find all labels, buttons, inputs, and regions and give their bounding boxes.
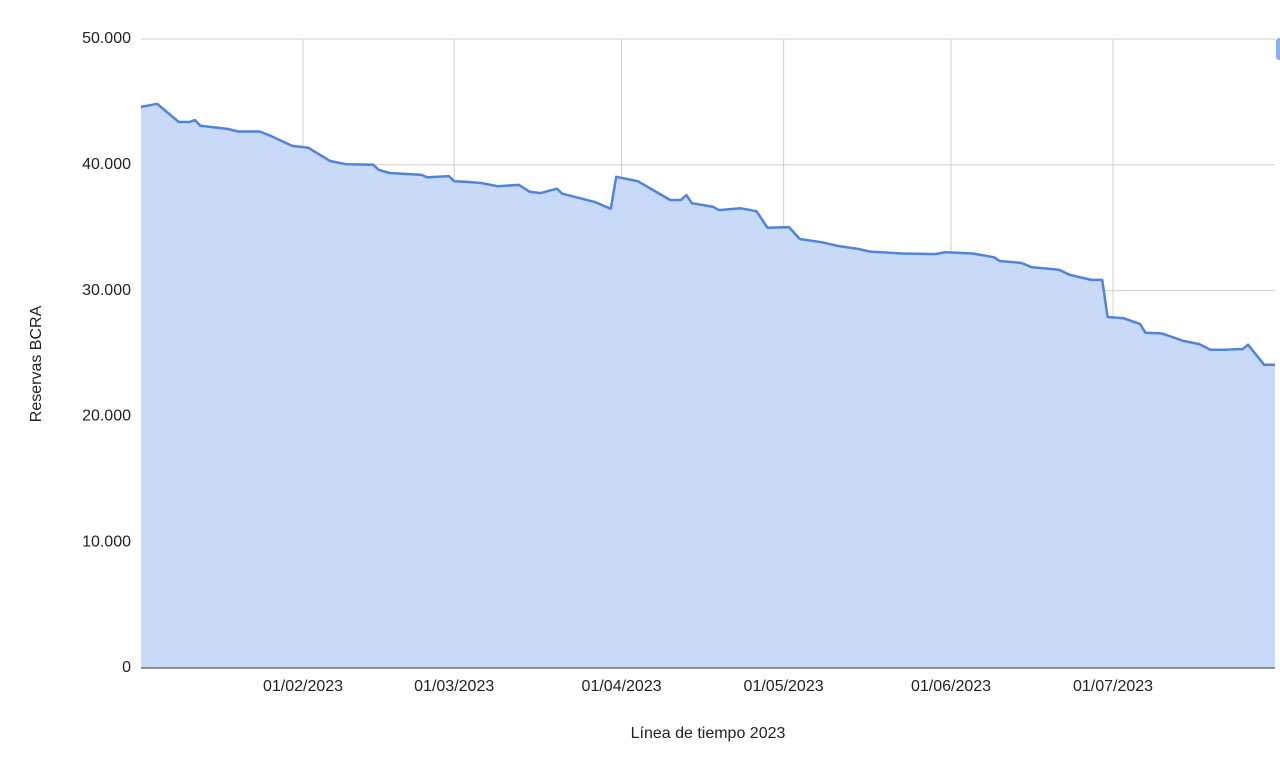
- x-tick-label: 01/02/2023: [263, 678, 343, 695]
- y-tick-label: 50.000: [82, 30, 131, 47]
- y-tick-label: 30.000: [82, 282, 131, 299]
- y-tick-label: 10.000: [82, 533, 131, 550]
- y-tick-label: 0: [122, 659, 131, 676]
- y-tick-label: 40.000: [82, 156, 131, 173]
- legend-chip: [1276, 38, 1280, 60]
- x-axis-title: Línea de tiempo 2023: [631, 725, 786, 742]
- y-tick-label: 20.000: [82, 408, 131, 425]
- x-tick-label: 01/06/2023: [911, 678, 991, 695]
- x-tick-label: 01/04/2023: [582, 678, 662, 695]
- area-fill: [141, 103, 1275, 669]
- x-tick-label: 01/07/2023: [1073, 678, 1153, 695]
- y-axis-title: Reservas BCRA: [28, 305, 45, 422]
- area-line: [140, 102, 1275, 367]
- x-tick-label: 01/03/2023: [414, 678, 494, 695]
- x-tick-label: 01/05/2023: [744, 678, 824, 695]
